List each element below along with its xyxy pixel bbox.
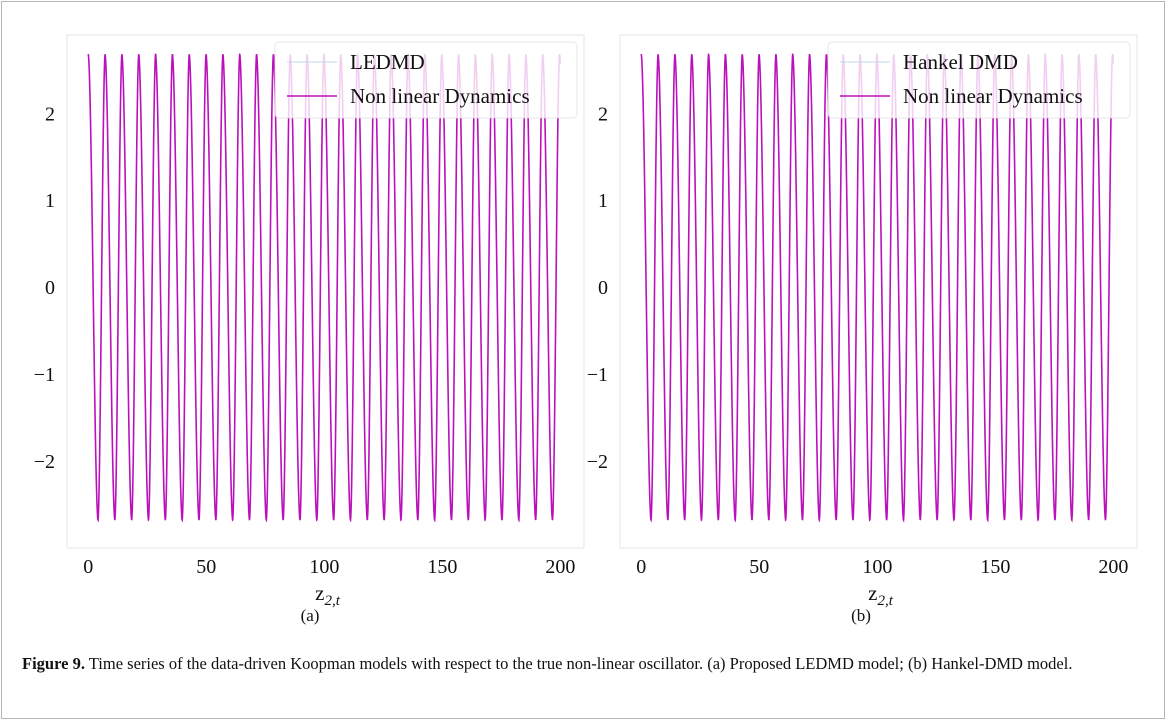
- legend-label-1: Hankel DMD: [903, 50, 1018, 74]
- figure-caption-label: Figure 9.: [22, 654, 85, 673]
- x-axis-label: z2,t: [868, 581, 894, 609]
- x-axis-label-subscript: 2,t: [877, 593, 893, 609]
- figure-caption-text: Time series of the data-driven Koopman m…: [84, 654, 1073, 673]
- figure-caption: Figure 9. Time series of the data-driven…: [22, 652, 1147, 675]
- x-tick-label: 0: [636, 556, 646, 578]
- plot-area: [619, 34, 1138, 549]
- y-tick-label: 0: [598, 277, 608, 299]
- x-tick-label: 100: [309, 556, 339, 578]
- panel-label-b: (b): [851, 606, 871, 625]
- series-line-2: [640, 53, 1115, 523]
- y-tick-label: −1: [587, 364, 608, 386]
- x-tick-label: 50: [749, 556, 769, 578]
- x-tick-label: 50: [196, 556, 216, 578]
- panel-label-a: (a): [300, 606, 320, 625]
- y-tick-label: −2: [34, 451, 55, 473]
- y-tick-label: 2: [45, 103, 55, 125]
- x-tick-label: 100: [862, 556, 892, 578]
- y-tick-label: −1: [34, 364, 55, 386]
- chart-panel-a: 0 50 100 150 200 −2 −1 0 1 2 z2,t LEDMD Non linear D…: [34, 34, 585, 609]
- x-axis-label-subscript: 2,t: [324, 593, 340, 609]
- x-tick-label: 200: [1098, 556, 1128, 578]
- x-tick-label: 150: [980, 556, 1010, 578]
- x-axis-label-main: z: [868, 581, 877, 605]
- x-axis-label-main: z: [315, 581, 324, 605]
- y-tick-label: 2: [598, 103, 608, 125]
- chart-panel-b: 0 50 100 150 200 −2 −1 0 1 2 z2,t Hankel DMD Non lin…: [587, 34, 1138, 609]
- y-tick-label: 0: [45, 277, 55, 299]
- legend-box: [827, 41, 1131, 119]
- legend-label-1: LEDMD: [350, 50, 425, 74]
- legend-box: [274, 41, 578, 119]
- y-tick-label: −2: [587, 451, 608, 473]
- x-tick-label: 0: [83, 556, 93, 578]
- y-tick-label: 1: [45, 190, 55, 212]
- y-tick-label: 1: [598, 190, 608, 212]
- x-tick-label: 200: [545, 556, 575, 578]
- legend-label-2: Non linear Dynamics: [903, 84, 1083, 108]
- plot-area: [66, 34, 585, 549]
- x-axis-label: z2,t: [315, 581, 341, 609]
- legend-label-2: Non linear Dynamics: [350, 84, 530, 108]
- x-tick-label: 150: [427, 556, 457, 578]
